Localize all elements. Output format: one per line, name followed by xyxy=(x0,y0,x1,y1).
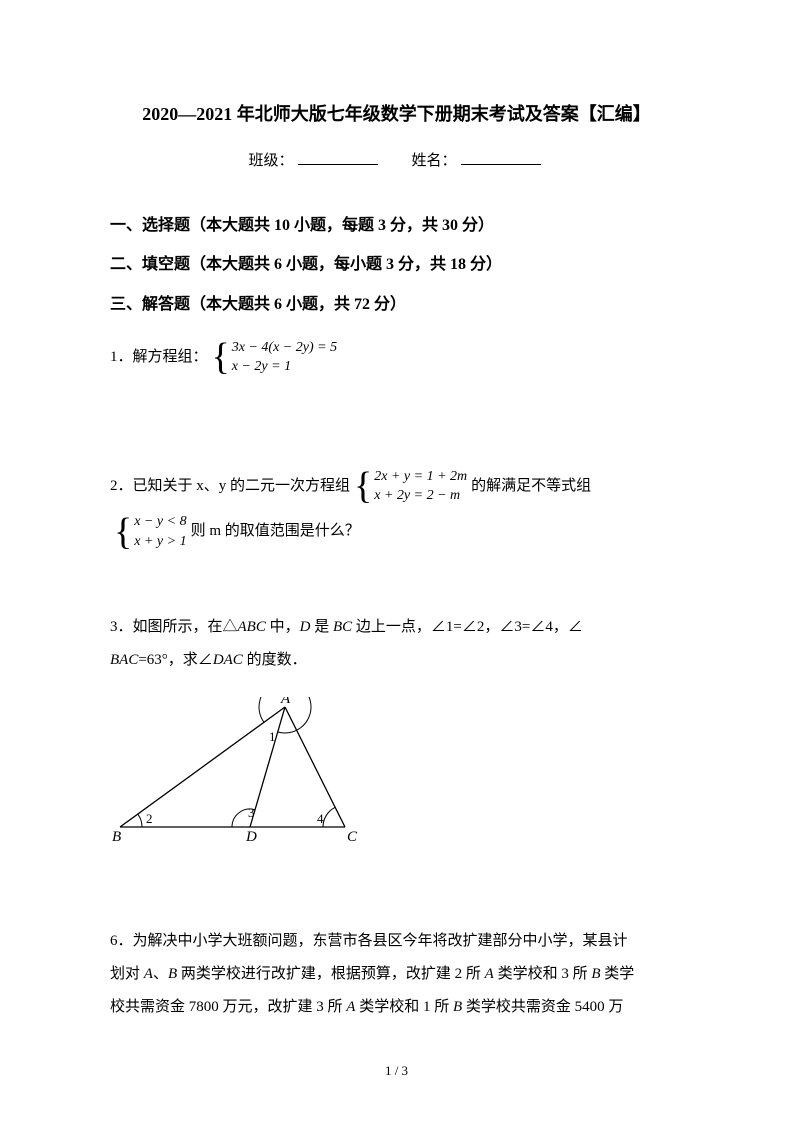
q3-t3: 是 xyxy=(310,619,333,635)
brace-icon: { xyxy=(114,513,132,551)
q3-bac: BAC xyxy=(110,652,138,668)
q3-dac: DAC xyxy=(213,652,243,668)
q3-abc: ABC xyxy=(238,619,266,635)
q2-part1: 2．已知关于 x、y 的二元一次方程组 xyxy=(110,470,350,503)
section-3-header: 三、解答题（本大题共 6 小题，共 72 分） xyxy=(110,292,683,318)
q6-l2i: 类学 xyxy=(601,966,635,982)
section-1-header: 一、选择题（本大题共 10 小题，每题 3 分，共 30 分） xyxy=(110,213,683,239)
q2-part2: 的解满足不等式组 xyxy=(471,470,591,503)
class-blank xyxy=(298,149,378,165)
q6-B2: B xyxy=(591,966,600,982)
section-2-header: 二、填空题（本大题共 6 小题，每小题 3 分，共 18 分） xyxy=(110,252,683,278)
class-label: 班级： xyxy=(248,153,293,169)
q2-ineq2: x + y > 1 xyxy=(134,532,186,552)
question-3: 3．如图所示，在△ABC 中，D 是 BC 边上一点，∠1=∠2，∠3=∠4，∠… xyxy=(110,611,683,677)
q3-bc: BC xyxy=(333,619,352,635)
q3-t1: 3．如图所示，在△ xyxy=(110,619,238,635)
svg-text:A: A xyxy=(280,697,291,707)
q6-l3e: 类学校共需资金 5400 万 xyxy=(462,999,623,1015)
q6-line1: 6．为解决中小学大班额问题，东营市各县区今年将改扩建部分中小学，某县计 xyxy=(110,925,683,958)
svg-text:D: D xyxy=(245,829,257,845)
page-number: 1 / 3 xyxy=(0,1061,793,1082)
triangle-diagram: A B C D 2 3 4 1 xyxy=(110,697,683,855)
q3-t5: =63°，求∠ xyxy=(138,652,212,668)
question-1: 1．解方程组： { 3x − 4(x − 2y) = 5 x − 2y = 1 xyxy=(110,338,683,377)
q1-eq1: 3x − 4(x − 2y) = 5 xyxy=(232,338,337,358)
question-6: 6．为解决中小学大班额问题，东营市各县区今年将改扩建部分中小学，某县计 划对 A… xyxy=(110,925,683,1024)
q3-t6: 的度数． xyxy=(243,652,307,668)
q6-B3: B xyxy=(453,999,462,1015)
q3-t2: 中， xyxy=(266,619,300,635)
name-blank xyxy=(461,149,541,165)
q6-l2c: 、 xyxy=(153,966,168,982)
q3-t4: 边上一点，∠1=∠2，∠3=∠4，∠ xyxy=(352,619,583,635)
q6-B1: B xyxy=(168,966,177,982)
q6-A2: A xyxy=(485,966,494,982)
q6-l3c: 类学校和 1 所 xyxy=(355,999,453,1015)
q1-system: { 3x − 4(x − 2y) = 5 x − 2y = 1 xyxy=(212,338,338,377)
q2-eq1: 2x + y = 1 + 2m xyxy=(374,467,467,487)
svg-text:3: 3 xyxy=(248,805,255,820)
svg-text:2: 2 xyxy=(146,811,153,826)
svg-text:1: 1 xyxy=(269,729,276,744)
question-2: 2．已知关于 x、y 的二元一次方程组 { 2x + y = 1 + 2m x … xyxy=(110,467,683,551)
q2-eq2: x + 2y = 2 − m xyxy=(374,486,467,506)
q6-A1: A xyxy=(144,966,153,982)
brace-icon: { xyxy=(212,338,230,376)
q1-prefix: 1．解方程组： xyxy=(110,341,208,374)
q6-l2g: 类学校和 3 所 xyxy=(494,966,592,982)
q2-ineq1: x − y < 8 xyxy=(134,512,186,532)
svg-text:C: C xyxy=(347,829,358,845)
q1-eq2: x − 2y = 1 xyxy=(232,357,337,377)
page-title: 2020—2021 年北师大版七年级数学下册期末考试及答案【汇编】 xyxy=(110,100,683,129)
name-label: 姓名： xyxy=(412,153,457,169)
brace-icon: { xyxy=(354,467,372,505)
q6-l2a: 划对 xyxy=(110,966,144,982)
q2-ineq-system: { x − y < 8 x + y > 1 xyxy=(114,512,187,551)
q2-system: { 2x + y = 1 + 2m x + 2y = 2 − m xyxy=(354,467,467,506)
svg-text:B: B xyxy=(112,829,121,845)
header-fields: 班级： 姓名： xyxy=(110,149,683,173)
svg-text:4: 4 xyxy=(317,811,324,826)
q6-l3a: 校共需资金 7800 万元，改扩建 3 所 xyxy=(110,999,346,1015)
q2-part3: 则 m 的取值范围是什么？ xyxy=(191,515,360,548)
q6-l2e: 两类学校进行改扩建，根据预算，改扩建 2 所 xyxy=(177,966,485,982)
q3-d: D xyxy=(300,619,311,635)
